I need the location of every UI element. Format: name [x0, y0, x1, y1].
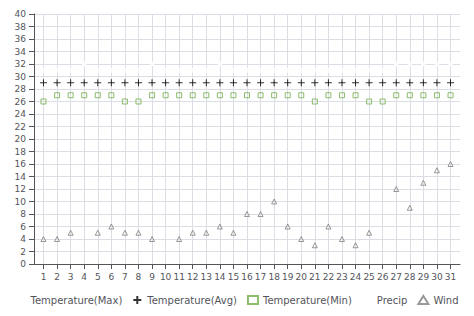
svg-text:0: 0 [20, 259, 26, 269]
svg-text:2: 2 [54, 272, 60, 282]
svg-text:14: 14 [214, 272, 226, 282]
svg-text:13: 13 [201, 272, 212, 282]
svg-text:14: 14 [15, 172, 27, 182]
svg-text:4: 4 [81, 272, 87, 282]
svg-text:Temperature(Avg): Temperature(Avg) [146, 295, 237, 306]
svg-text:10: 10 [160, 272, 172, 282]
svg-text:Temperature(Max): Temperature(Max) [29, 295, 122, 306]
svg-text:20: 20 [296, 272, 308, 282]
svg-text:36: 36 [15, 34, 27, 44]
svg-text:16: 16 [241, 272, 253, 282]
svg-text:20: 20 [15, 134, 27, 144]
svg-text:32: 32 [15, 59, 26, 69]
svg-text:26: 26 [15, 97, 27, 107]
svg-text:2: 2 [20, 247, 26, 257]
svg-text:16: 16 [15, 159, 27, 169]
svg-text:9: 9 [149, 272, 155, 282]
svg-text:18: 18 [15, 147, 27, 157]
svg-text:7: 7 [122, 272, 128, 282]
svg-text:5: 5 [95, 272, 101, 282]
svg-text:24: 24 [15, 109, 27, 119]
svg-text:15: 15 [228, 272, 239, 282]
svg-text:Temperature(Min): Temperature(Min) [262, 295, 352, 306]
svg-text:31: 31 [445, 272, 456, 282]
svg-text:10: 10 [15, 197, 27, 207]
svg-text:40: 40 [15, 9, 27, 19]
svg-text:1: 1 [41, 272, 47, 282]
svg-text:34: 34 [15, 47, 27, 57]
svg-text:6: 6 [108, 272, 114, 282]
svg-text:30: 30 [15, 72, 27, 82]
svg-text:18: 18 [268, 272, 280, 282]
svg-text:17: 17 [255, 272, 266, 282]
svg-text:28: 28 [404, 272, 416, 282]
svg-text:21: 21 [309, 272, 320, 282]
svg-text:30: 30 [431, 272, 443, 282]
svg-text:26: 26 [377, 272, 389, 282]
svg-text:38: 38 [15, 22, 27, 32]
svg-text:Wind: Wind [433, 295, 458, 306]
svg-text:28: 28 [15, 84, 27, 94]
svg-text:12: 12 [187, 272, 198, 282]
svg-text:8: 8 [20, 209, 26, 219]
svg-text:Precip: Precip [377, 295, 408, 306]
svg-text:27: 27 [391, 272, 402, 282]
svg-text:24: 24 [350, 272, 362, 282]
svg-text:8: 8 [136, 272, 142, 282]
svg-text:3: 3 [68, 272, 74, 282]
svg-text:23: 23 [336, 272, 347, 282]
svg-text:4: 4 [20, 234, 26, 244]
svg-text:22: 22 [15, 122, 26, 132]
svg-text:25: 25 [363, 272, 374, 282]
svg-text:29: 29 [418, 272, 430, 282]
svg-text:19: 19 [282, 272, 294, 282]
svg-text:11: 11 [173, 272, 184, 282]
svg-text:6: 6 [20, 222, 26, 232]
svg-text:12: 12 [15, 184, 26, 194]
svg-text:22: 22 [323, 272, 334, 282]
